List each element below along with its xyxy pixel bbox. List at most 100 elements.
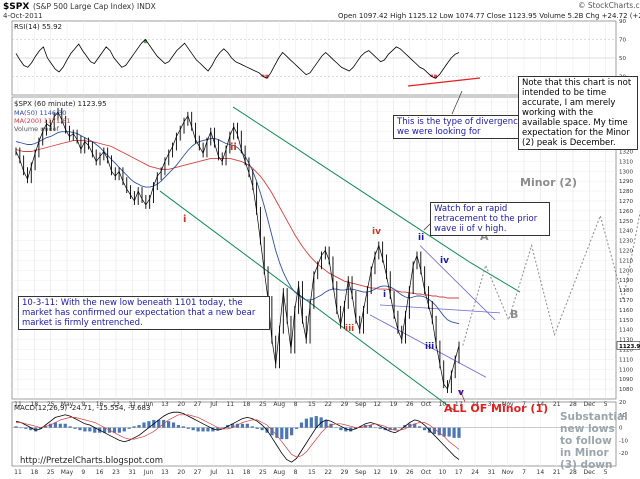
price-x-tick-label: 16 [96,401,104,408]
price-x-tick-label: 19 [390,401,398,408]
macd-histogram-bar [122,427,126,432]
price-x-tick-label: 21 [553,401,561,408]
macd-histogram-bar [457,427,461,438]
macd-x-tick-label: 16 [96,469,104,476]
dated-comment-note: 10-3-11: With the new low beneath 1101 t… [18,296,270,330]
macd-histogram-bar [166,421,171,428]
price-x-tick-label: 25 [259,401,267,408]
price-x-tick-label: 26 [406,401,414,408]
macd-line [15,411,460,463]
macd-histogram-bar [442,427,446,437]
macd-histogram-bar [235,423,240,428]
macd-y-tick-label: 20 [619,400,626,406]
macd-histogram-bar [250,426,254,428]
macd-x-tick-label: 21 [553,469,561,476]
macd-histogram-bar [29,427,33,431]
price-y-tick-label: 1090 [619,377,633,383]
price-y-tick-label: 1320 [619,149,633,155]
macd-histogram-bar [240,423,245,428]
wave-iii-red: iii [345,324,354,334]
price-y-tick-label: 1150 [619,318,633,324]
price-x-tick-label: May [61,401,74,408]
macd-x-tick-label: 20 [177,469,185,476]
macd-x-tick-label: 25 [259,469,267,476]
channel-upper-extension [469,261,521,293]
price-x-tick-label: 22 [324,401,332,408]
macd-histogram-bar [413,423,417,428]
macd-x-tick-label: Jul [209,469,218,476]
macd-y-tick-label: -10 [619,438,628,444]
minor-2-label: Minor (2) [520,176,577,189]
price-legend-volume: Volume undef [14,125,60,133]
price-x-tick-label: 31 [128,401,136,408]
wave-i-blue: i [383,290,386,300]
price-y-tick-label: 1240 [619,229,633,235]
macd-x-tick-label: Aug [273,469,285,476]
macd-histogram-bar [201,427,205,432]
rsi-title: RSI(14) 55.92 [14,23,62,31]
time-accuracy-note: Note that this chart is not intended to … [518,76,638,150]
rsi-oversold-fill [261,74,265,77]
macd-x-tick-label: Sep [355,469,367,476]
last-price-tag: 1123.95 [619,344,640,350]
ma200-line [15,140,459,299]
macd-histogram-bar [285,427,289,440]
blog-url: http://PretzelCharts.blogspot.com [20,456,163,466]
price-y-tick-label: 1250 [619,219,633,225]
macd-x-tick-label: Nov [502,469,514,476]
price-x-tick-label: 12 [373,401,381,408]
wave-A-projection: A [480,230,489,243]
macd-x-tick-label: 31 [128,469,136,476]
price-y-tick-label: 1080 [619,387,633,393]
macd-histogram-bar [290,427,294,436]
macd-histogram-bar [112,427,117,433]
macd-histogram-bar [14,426,18,428]
price-x-tick-label: Aug [273,401,285,408]
macd-histogram-bar [309,417,313,428]
price-y-tick-label: 1100 [619,367,633,373]
all-of-arrow [459,389,466,403]
macd-panel [11,401,617,467]
macd-histogram-bar [275,427,279,438]
macd-histogram-bar [358,426,363,428]
price-x-tick-label: 8 [294,401,298,408]
price-panel [11,96,617,400]
macd-histogram-bar [142,422,146,428]
macd-histogram-bar [83,427,87,432]
macd-x-tick-label: 31 [488,469,496,476]
macd-histogram-bar [432,427,436,434]
macd-histogram-bar [270,427,274,436]
price-x-tick-label: 5 [604,401,608,408]
wedge-diagonal-line [419,245,496,321]
macd-histogram-bar [127,427,131,429]
macd-y-tick-label: -20 [619,451,628,457]
rsi-y-tick-label: 50 [619,56,626,62]
price-y-tick-label: 1160 [619,308,633,314]
macd-x-tick-label: 5 [604,469,608,476]
macd-histogram-bar [280,427,284,440]
macd-histogram-bar [93,427,97,433]
macd-x-tick-label: 14 [537,469,545,476]
price-y-tick-label: 1110 [619,357,633,363]
macd-x-tick-label: 28 [569,469,577,476]
macd-histogram-bar [137,425,141,428]
price-x-tick-label: 24 [471,401,479,408]
macd-histogram-bar [299,422,304,428]
price-y-tick-label: 1170 [619,298,633,304]
macd-histogram-bar [24,427,28,429]
macd-histogram-bar [294,427,299,429]
macd-histogram-bar [186,427,190,429]
macd-x-tick-label: 11 [226,469,234,476]
price-x-tick-label: 27 [194,401,202,408]
macd-x-tick-label: 15 [308,469,316,476]
price-x-tick-label: 11 [226,401,234,408]
macd-x-tick-label: 9 [81,469,85,476]
macd-histogram-bar [19,427,23,429]
price-y-tick-label: 1310 [619,159,633,165]
wave-ii-red: ii [230,142,237,153]
minor-3-forecast-note: Substantial new lows to follow in Minor … [560,411,628,471]
price-y-tick-label: 1220 [619,248,633,254]
macd-y-tick-label: 0 [619,426,623,432]
